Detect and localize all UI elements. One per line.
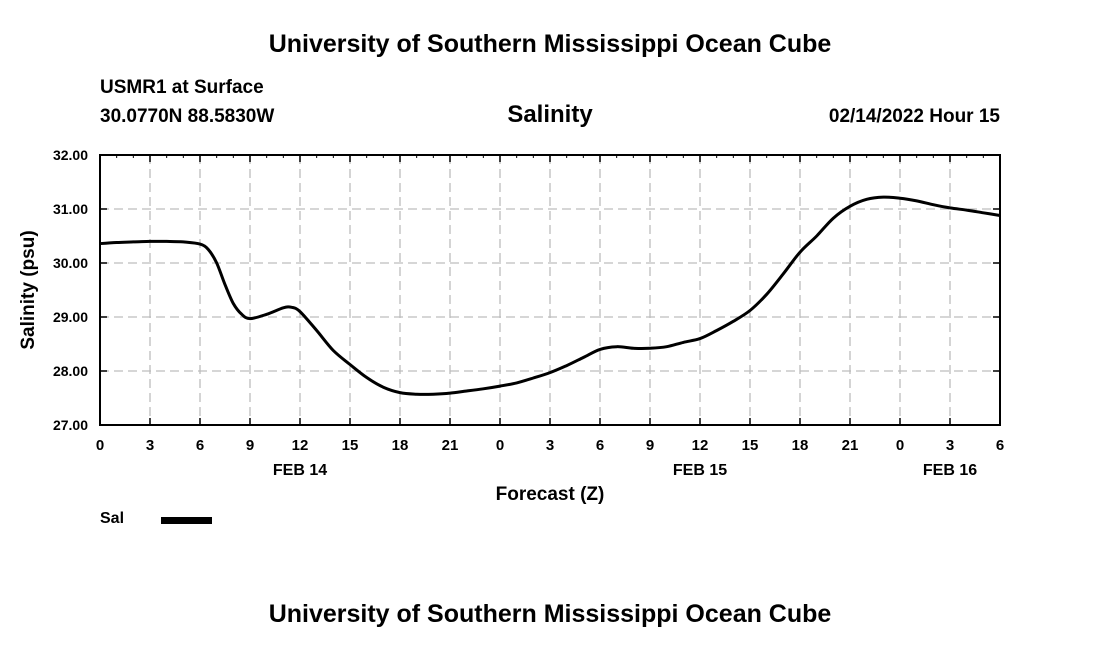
footer-title: University of Southern Mississippi Ocean… <box>268 600 832 628</box>
x-tick-label: 6 <box>596 437 604 454</box>
x-tick-label: 3 <box>146 437 154 454</box>
axes: 0 3 6 9 12 15 18 21 0 3 6 9 12 15 18 21 0 3 6 27.00 28.00 29.… <box>53 147 1004 479</box>
x-tick-label: 6 <box>196 437 204 454</box>
legend-label: Sal <box>100 510 125 527</box>
x-tick-label: 15 <box>342 437 359 454</box>
series-line-sal <box>99 195 1001 396</box>
y-tick-label: 32.00 <box>53 147 88 163</box>
y-tick-label: 27.00 <box>53 417 88 433</box>
grid-lines <box>100 155 1000 425</box>
x-tick-label: 3 <box>946 437 954 454</box>
x-tick-label: 0 <box>96 437 104 454</box>
date-label: FEB 14 <box>273 462 327 479</box>
x-tick-label: 3 <box>546 437 554 454</box>
x-axis-label: Forecast (Z) <box>496 484 605 505</box>
x-tick-label: 12 <box>692 437 709 454</box>
series-layer <box>99 195 1001 396</box>
chart-title: Salinity <box>507 101 593 128</box>
run-date-label: 02/14/2022 Hour 15 <box>828 106 1000 127</box>
coordinates-label: 30.0770N 88.5830W <box>100 106 275 127</box>
x-tick-label: 18 <box>392 437 409 454</box>
x-tick-label: 21 <box>442 437 459 454</box>
x-tick-label: 0 <box>896 437 904 454</box>
y-axis-label: Salinity (psu) <box>18 230 39 349</box>
station-label: USMR1 at Surface <box>100 77 264 98</box>
y-tick-label: 28.00 <box>53 363 88 379</box>
page-title: University of Southern Mississippi Ocean… <box>268 30 832 58</box>
x-tick-label: 6 <box>996 437 1004 454</box>
y-tick-label: 30.00 <box>53 255 88 271</box>
x-tick-label: 12 <box>292 437 309 454</box>
date-label: FEB 15 <box>673 462 727 479</box>
x-tick-label: 9 <box>246 437 254 454</box>
legend-swatch <box>161 517 212 524</box>
date-label: FEB 16 <box>923 462 977 479</box>
x-tick-label: 18 <box>792 437 809 454</box>
x-tick-label: 15 <box>742 437 759 454</box>
x-tick-label: 21 <box>842 437 859 454</box>
x-tick-label: 0 <box>496 437 504 454</box>
x-tick-label: 9 <box>646 437 654 454</box>
y-tick-label: 29.00 <box>53 309 88 325</box>
y-tick-label: 31.00 <box>53 201 88 217</box>
